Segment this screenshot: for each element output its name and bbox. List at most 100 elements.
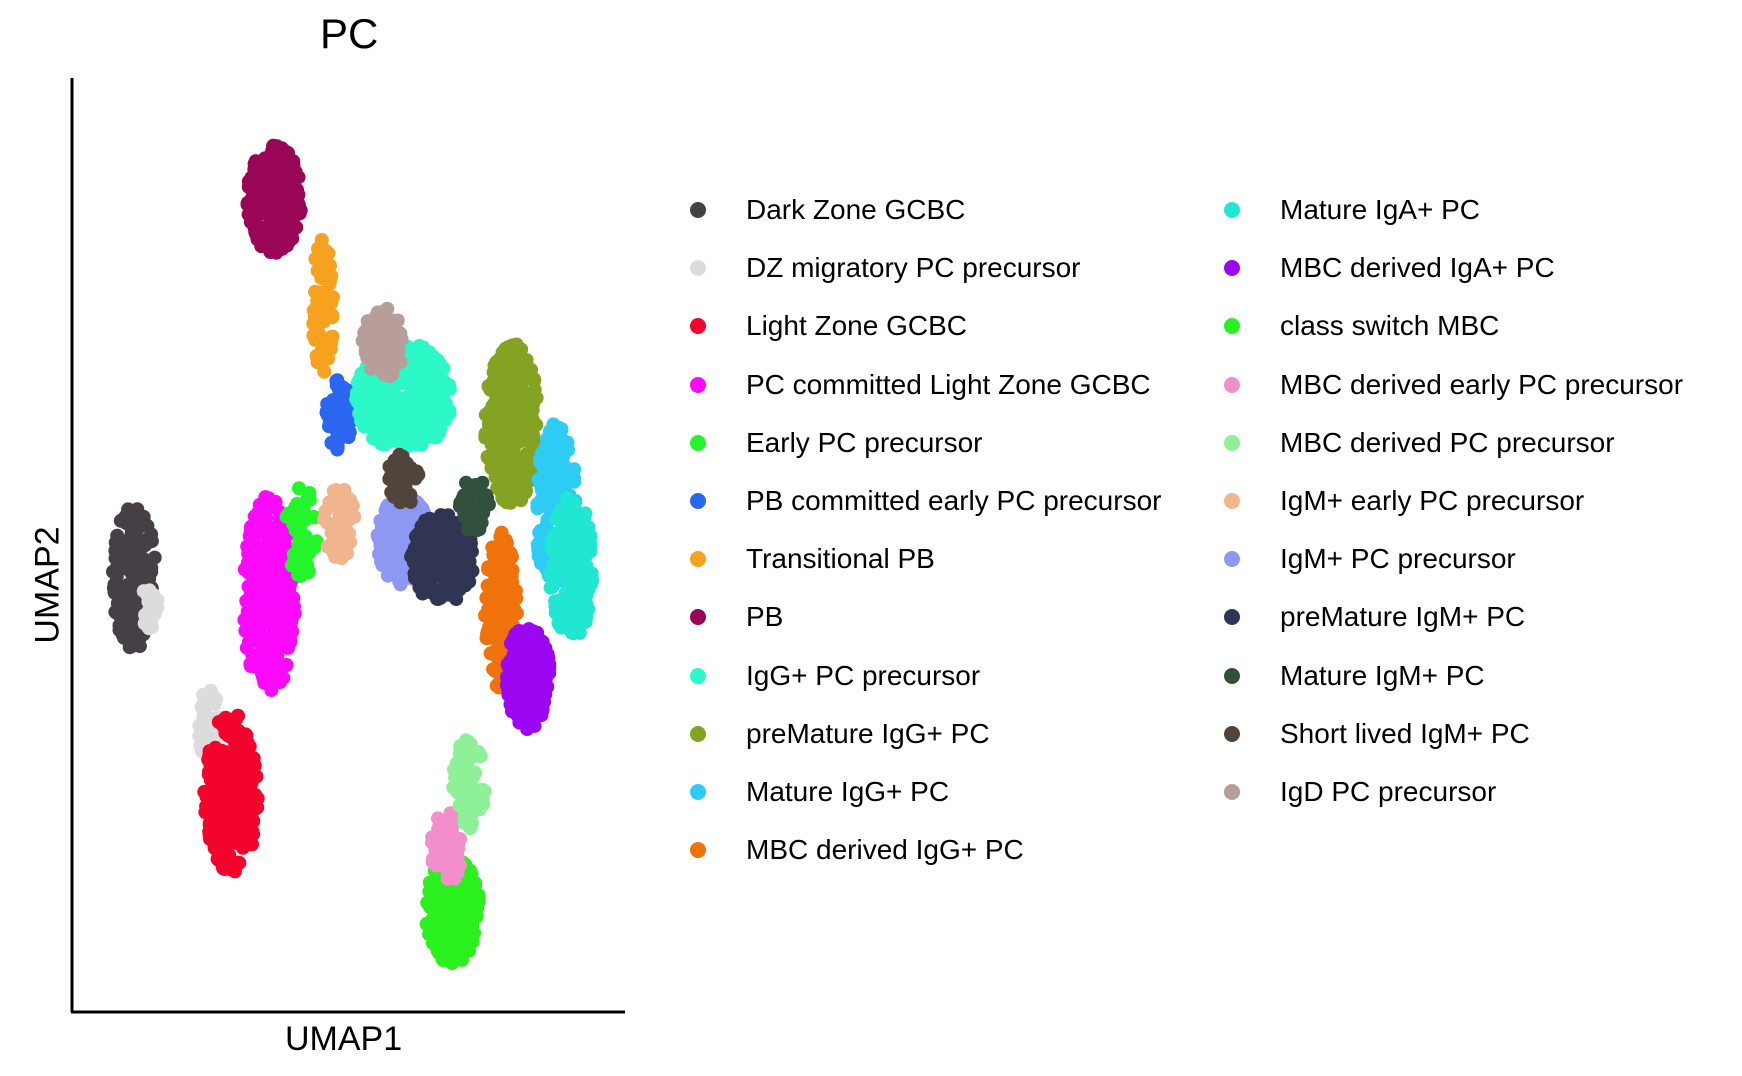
- scatter-point: [420, 547, 435, 562]
- scatter-point: [501, 596, 516, 611]
- legend-label: IgG+ PC precursor: [746, 659, 981, 691]
- legend-label: Mature IgM+ PC: [1280, 659, 1485, 691]
- scatter-point: [530, 537, 545, 552]
- scatter-point: [328, 549, 343, 564]
- scatter-point: [317, 512, 332, 527]
- scatter-point: [532, 499, 547, 514]
- chart-title: PC: [320, 10, 379, 57]
- scatter-point: [572, 625, 587, 640]
- scatter-point: [457, 506, 472, 520]
- scatter-point: [261, 238, 275, 253]
- scatter-point: [559, 507, 574, 522]
- legend-item: preMature IgM+ PC: [1224, 597, 1525, 637]
- scatter-point: [309, 300, 324, 315]
- legend-label: Dark Zone GCBC: [746, 194, 966, 225]
- scatter-point: [205, 771, 220, 786]
- scatter-point: [504, 474, 519, 489]
- legend-label: Transitional PB: [746, 543, 935, 575]
- scatter-point: [487, 417, 502, 432]
- scatter-point: [242, 529, 257, 544]
- legend-label: Light Zone GCBC: [746, 310, 967, 342]
- scatter-point: [306, 328, 321, 343]
- scatter-point: [296, 541, 311, 556]
- scatter-point: [296, 504, 311, 519]
- scatter-point: [547, 571, 562, 586]
- scatter-point: [337, 428, 352, 443]
- scatter-point: [497, 353, 512, 368]
- scatter-point: [248, 787, 263, 802]
- legend-label: PC committed Light Zone GCBC: [746, 368, 1151, 400]
- scatter-point: [439, 406, 454, 421]
- scatter-point: [455, 491, 470, 506]
- scatter-point: [243, 201, 258, 216]
- legend-label: preMature IgG+ PC: [746, 717, 990, 749]
- legend-item: MBC derived early PC precursor: [1224, 365, 1683, 405]
- scatter-point: [291, 481, 306, 496]
- legend-item: Mature IgA+ PC: [1224, 190, 1480, 230]
- scatter-point: [425, 430, 440, 445]
- scatter-point: [536, 468, 551, 483]
- scatter-point: [583, 529, 598, 543]
- scatter-point: [468, 887, 483, 902]
- scatter-point: [487, 564, 502, 579]
- scatter-point: [292, 555, 307, 570]
- legend-marker: [1224, 434, 1240, 451]
- legend-label: preMature IgM+ PC: [1280, 601, 1526, 633]
- scatter-point: [244, 803, 259, 818]
- scatter-point: [329, 483, 344, 498]
- scatter-point: [369, 319, 384, 334]
- scatter-point: [432, 374, 447, 388]
- y-axis-label: UMAP2: [28, 526, 67, 644]
- scatter-point: [317, 364, 332, 379]
- scatter-points: [106, 138, 600, 971]
- legend-marker: [1224, 318, 1240, 335]
- scatter-point: [395, 511, 410, 526]
- scatter-point: [244, 761, 259, 776]
- scatter-point: [415, 428, 429, 443]
- scatter-point: [519, 483, 533, 498]
- scatter-point: [482, 601, 497, 615]
- scatter-point: [236, 814, 251, 829]
- scatter-point: [353, 391, 368, 406]
- scatter-point: [250, 633, 265, 648]
- scatter-point: [206, 726, 221, 741]
- scatter-point: [463, 536, 478, 551]
- scatter-point: [253, 574, 268, 589]
- scatter-point: [509, 644, 524, 659]
- scatter-point: [210, 787, 225, 801]
- scatter-point: [247, 156, 262, 171]
- legend-item: MBC derived IgG+ PC: [690, 830, 1024, 870]
- scatter-point: [217, 862, 232, 876]
- scatter-point: [440, 901, 455, 916]
- scatter-point: [235, 840, 250, 855]
- scatter-point: [487, 583, 502, 598]
- legend-label: MBC derived IgA+ PC: [1280, 252, 1555, 284]
- scatter-point: [391, 421, 406, 436]
- legend-marker: [690, 784, 706, 800]
- scatter-point: [568, 526, 583, 540]
- scatter-point: [470, 747, 485, 762]
- legend-marker: [1224, 784, 1240, 800]
- scatter-point: [111, 579, 126, 594]
- scatter-point: [371, 530, 386, 545]
- legend-label: IgM+ PC precursor: [1280, 543, 1516, 575]
- legend-marker: [690, 434, 706, 451]
- scatter-point: [287, 172, 302, 187]
- scatter-point: [509, 703, 524, 718]
- scatter-point: [142, 603, 156, 618]
- scatter-point: [443, 844, 458, 859]
- legend-label: Mature IgA+ PC: [1280, 194, 1480, 225]
- legend-label: DZ migratory PC precursor: [746, 252, 1081, 284]
- legend-label: MBC derived PC precursor: [1280, 426, 1615, 458]
- legend-marker: [690, 725, 706, 742]
- scatter-point: [554, 422, 569, 437]
- scatter-point: [486, 619, 501, 634]
- scatter-point: [241, 826, 256, 841]
- scatter-point: [227, 765, 242, 780]
- scatter-point: [541, 483, 556, 498]
- scatter-point: [521, 432, 536, 447]
- scatter-point: [114, 542, 129, 557]
- scatter-point: [448, 537, 463, 552]
- legend-item: Early PC precursor: [690, 423, 983, 463]
- scatter-point: [542, 666, 557, 681]
